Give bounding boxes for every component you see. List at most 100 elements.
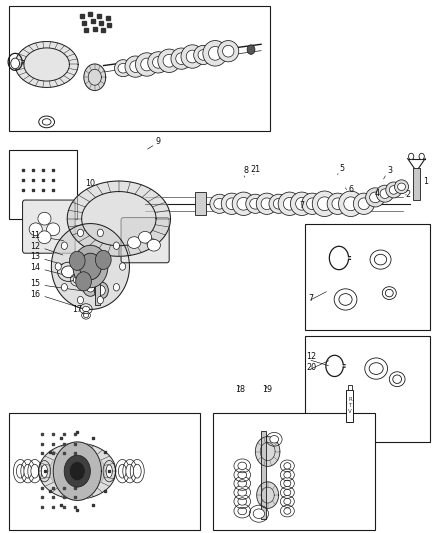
Ellipse shape — [31, 464, 39, 478]
Ellipse shape — [261, 198, 272, 209]
Ellipse shape — [245, 194, 265, 213]
Text: 10: 10 — [85, 179, 95, 188]
Ellipse shape — [385, 182, 401, 198]
Bar — [212, 413, 374, 530]
Text: 11: 11 — [30, 231, 40, 240]
Text: R
T
V: R T V — [347, 398, 351, 414]
Ellipse shape — [61, 266, 75, 278]
Text: 5: 5 — [339, 164, 344, 173]
Ellipse shape — [193, 45, 212, 64]
Ellipse shape — [237, 471, 246, 479]
Ellipse shape — [180, 45, 203, 68]
Ellipse shape — [138, 231, 151, 243]
Ellipse shape — [106, 465, 112, 478]
FancyBboxPatch shape — [121, 217, 169, 263]
Ellipse shape — [283, 472, 290, 478]
Polygon shape — [49, 451, 105, 491]
Circle shape — [61, 284, 67, 291]
Text: 3: 3 — [387, 166, 392, 175]
Ellipse shape — [232, 192, 254, 215]
Ellipse shape — [135, 53, 158, 76]
Ellipse shape — [209, 194, 229, 213]
Text: 12: 12 — [30, 242, 40, 251]
Ellipse shape — [369, 192, 380, 203]
Circle shape — [75, 272, 91, 291]
Ellipse shape — [368, 363, 382, 374]
Ellipse shape — [283, 463, 290, 469]
Ellipse shape — [301, 193, 322, 214]
Circle shape — [64, 455, 90, 487]
Ellipse shape — [317, 197, 331, 211]
Ellipse shape — [394, 180, 408, 193]
FancyBboxPatch shape — [22, 200, 75, 253]
Ellipse shape — [268, 194, 288, 213]
Text: 9: 9 — [155, 137, 160, 146]
Ellipse shape — [83, 313, 88, 318]
Ellipse shape — [221, 193, 242, 214]
Ellipse shape — [152, 56, 163, 68]
Text: 8: 8 — [243, 166, 248, 175]
Ellipse shape — [118, 63, 128, 73]
Circle shape — [69, 251, 85, 270]
Bar — [10, 413, 199, 530]
Ellipse shape — [331, 198, 343, 209]
Ellipse shape — [125, 56, 146, 77]
Circle shape — [61, 242, 67, 249]
Circle shape — [247, 45, 254, 54]
Ellipse shape — [326, 193, 347, 214]
Ellipse shape — [126, 464, 134, 478]
Bar — [304, 336, 428, 442]
Ellipse shape — [202, 41, 227, 66]
Circle shape — [69, 462, 85, 481]
Bar — [195, 192, 206, 215]
Ellipse shape — [237, 498, 246, 505]
Ellipse shape — [73, 276, 81, 284]
Ellipse shape — [148, 52, 168, 73]
Ellipse shape — [217, 41, 238, 62]
Ellipse shape — [256, 193, 277, 214]
Ellipse shape — [283, 489, 290, 496]
Ellipse shape — [343, 197, 357, 211]
Polygon shape — [67, 181, 170, 256]
Circle shape — [95, 251, 111, 270]
Ellipse shape — [42, 119, 51, 125]
Circle shape — [82, 277, 98, 296]
Ellipse shape — [208, 46, 221, 60]
Ellipse shape — [213, 198, 225, 209]
Circle shape — [73, 245, 108, 288]
Circle shape — [418, 154, 424, 160]
Ellipse shape — [237, 489, 246, 496]
Ellipse shape — [198, 50, 208, 60]
Ellipse shape — [253, 509, 264, 519]
Ellipse shape — [41, 465, 47, 478]
Ellipse shape — [29, 223, 42, 236]
Ellipse shape — [133, 464, 141, 478]
Ellipse shape — [237, 480, 246, 487]
Ellipse shape — [16, 464, 24, 478]
Ellipse shape — [397, 183, 405, 190]
Ellipse shape — [237, 462, 246, 470]
Circle shape — [97, 296, 103, 304]
Polygon shape — [51, 223, 129, 310]
Ellipse shape — [24, 464, 32, 478]
Ellipse shape — [338, 294, 351, 305]
Ellipse shape — [38, 231, 51, 244]
Polygon shape — [15, 42, 78, 87]
Ellipse shape — [338, 191, 362, 216]
Text: 15: 15 — [30, 279, 40, 288]
Ellipse shape — [283, 508, 290, 514]
Text: 20: 20 — [306, 363, 316, 372]
Ellipse shape — [114, 60, 132, 77]
Circle shape — [11, 58, 19, 69]
Circle shape — [55, 263, 61, 270]
Circle shape — [86, 281, 95, 292]
Ellipse shape — [365, 188, 384, 207]
Circle shape — [408, 154, 413, 160]
Ellipse shape — [237, 507, 246, 515]
Ellipse shape — [311, 191, 336, 216]
Ellipse shape — [157, 49, 180, 72]
Ellipse shape — [374, 254, 386, 265]
Ellipse shape — [162, 54, 175, 67]
Polygon shape — [256, 482, 278, 508]
Ellipse shape — [147, 239, 160, 251]
